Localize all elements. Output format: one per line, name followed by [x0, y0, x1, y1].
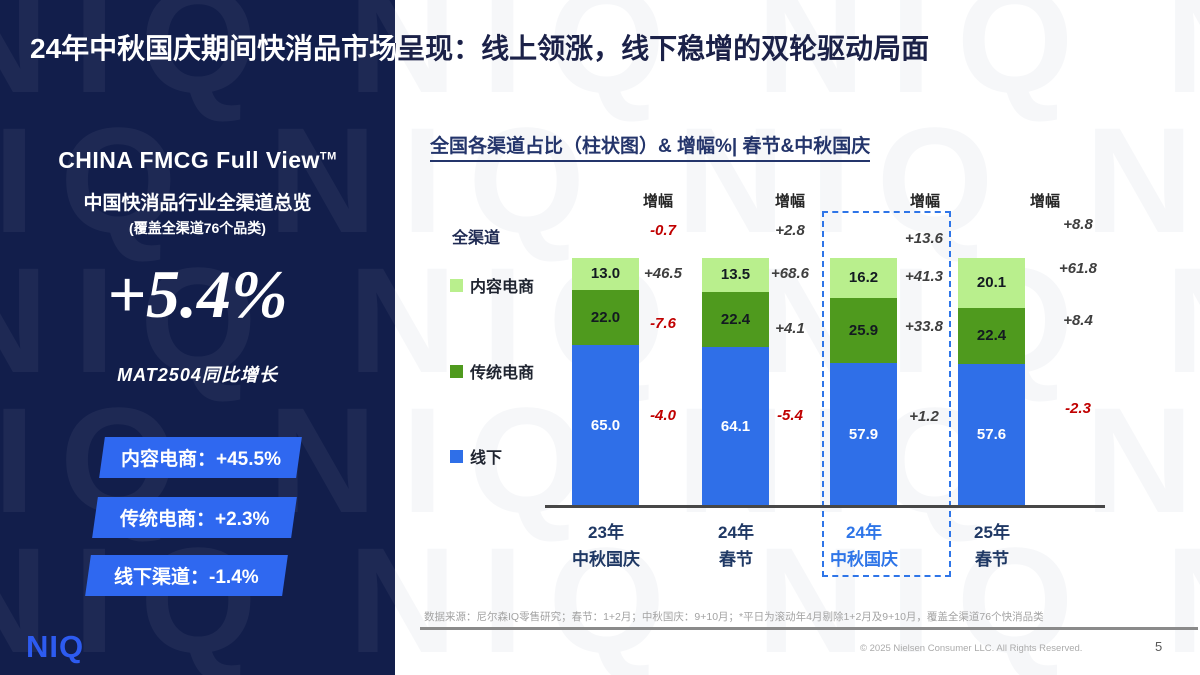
bar-value-label: 22.4: [720, 310, 751, 328]
bar-value-label: 65.0: [590, 417, 621, 435]
growth-header: 增幅: [642, 193, 673, 210]
bar-value-label: 64.1: [720, 418, 751, 436]
bar-segment: [958, 363, 1025, 507]
growth-header: 增幅: [1029, 193, 1060, 210]
growth-value: +8.4: [1063, 312, 1093, 329]
growth-value: +4.1: [775, 320, 805, 337]
x-axis-label: 23年 中秋国庆: [572, 523, 640, 569]
growth-value: +68.6: [771, 265, 809, 282]
growth-value: +2.8: [775, 222, 805, 239]
product-title-text: CHINA FMCG Full View: [58, 147, 320, 173]
growth-value: -4.0: [650, 407, 676, 424]
legend-label: 内容电商: [470, 279, 535, 296]
x-axis-label: 25年 春节: [974, 523, 1010, 569]
growth-value: +13.6: [905, 230, 943, 247]
all-channel-label: 全渠道: [452, 230, 501, 247]
bar-segment: [958, 257, 1025, 308]
sidebar-subtitle: 中国快消品行业全渠道总览: [83, 193, 312, 214]
growth-header: 增幅: [774, 193, 805, 210]
growth-value: +33.8: [905, 318, 943, 335]
chart-title: 全国各渠道占比（柱状图）& 增幅%| 春节&中秋国庆: [430, 131, 871, 162]
bar-value-label: 57.6: [976, 426, 1007, 444]
growth-value: +46.5: [644, 265, 682, 282]
growth-value: -0.7: [650, 222, 676, 239]
bar-segment: [830, 298, 897, 363]
headline-growth-value: +5.4%: [107, 256, 288, 332]
source-note: 数据来源：尼尔森IQ零售研究；春节：1+2月；中秋国庆：9+10月；*平日为滚动…: [424, 611, 1044, 623]
bar-segment: [702, 347, 769, 507]
bar-value-label: 25.9: [848, 321, 879, 339]
growth-value: +41.3: [905, 268, 943, 285]
page-number: 5: [1155, 639, 1163, 654]
legend-swatch-traditional-ecommerce: [450, 364, 463, 378]
bar-segment: [572, 290, 639, 346]
niq-logo: NIQ: [26, 629, 85, 664]
bar-segment: [958, 307, 1025, 364]
x-axis-line: [545, 505, 1105, 508]
highlight-box: [822, 211, 951, 577]
legend-label: 传统电商: [470, 365, 535, 382]
x-axis-label: 24年 中秋国庆: [830, 523, 898, 569]
legend-item-traditional-ecommerce: 传统电商: [450, 359, 534, 383]
growth-header: 增幅: [909, 193, 940, 210]
product-title: CHINA FMCG Full ViewTM: [0, 147, 395, 174]
bar-segment: [572, 258, 639, 291]
legend-swatch-content-ecommerce: [450, 278, 463, 292]
legend-swatch-offline: [450, 449, 463, 463]
bar-segment: [702, 258, 769, 292]
bar-value-label: 13.5: [720, 265, 751, 283]
growth-value: -7.6: [650, 315, 676, 332]
growth-value: -2.3: [1065, 400, 1091, 417]
trademark-mark: TM: [319, 150, 337, 163]
growth-value: -5.4: [777, 407, 803, 424]
bar-segment: [702, 291, 769, 348]
bar-value-label: 16.2: [848, 269, 879, 287]
bar-segment: [830, 362, 897, 507]
footer-divider: [420, 627, 1198, 630]
bar-value-label: 13.0: [590, 265, 621, 283]
x-axis-label: 24年 春节: [718, 523, 754, 569]
legend-label: 线下: [470, 450, 503, 467]
growth-value: +61.8: [1059, 260, 1097, 277]
growth-value: +8.8: [1063, 216, 1093, 233]
copyright: © 2025 Nielsen Consumer LLC. All Rights …: [860, 643, 1083, 654]
bar-segment: [830, 258, 897, 299]
coverage-note: (覆盖全渠道76个品类): [129, 220, 266, 236]
legend-item-content-ecommerce: 内容电商: [450, 273, 534, 297]
bar-segment: [572, 345, 639, 507]
bar-value-label: 20.1: [976, 273, 1007, 291]
headline-caption: MAT2504同比增长: [117, 365, 278, 385]
bar-value-label: 22.0: [590, 308, 621, 326]
bar-value-label: 22.4: [976, 326, 1007, 344]
legend-item-offline: 线下: [450, 444, 502, 468]
bar-value-label: 57.9: [848, 425, 879, 443]
growth-value: +1.2: [909, 408, 939, 425]
